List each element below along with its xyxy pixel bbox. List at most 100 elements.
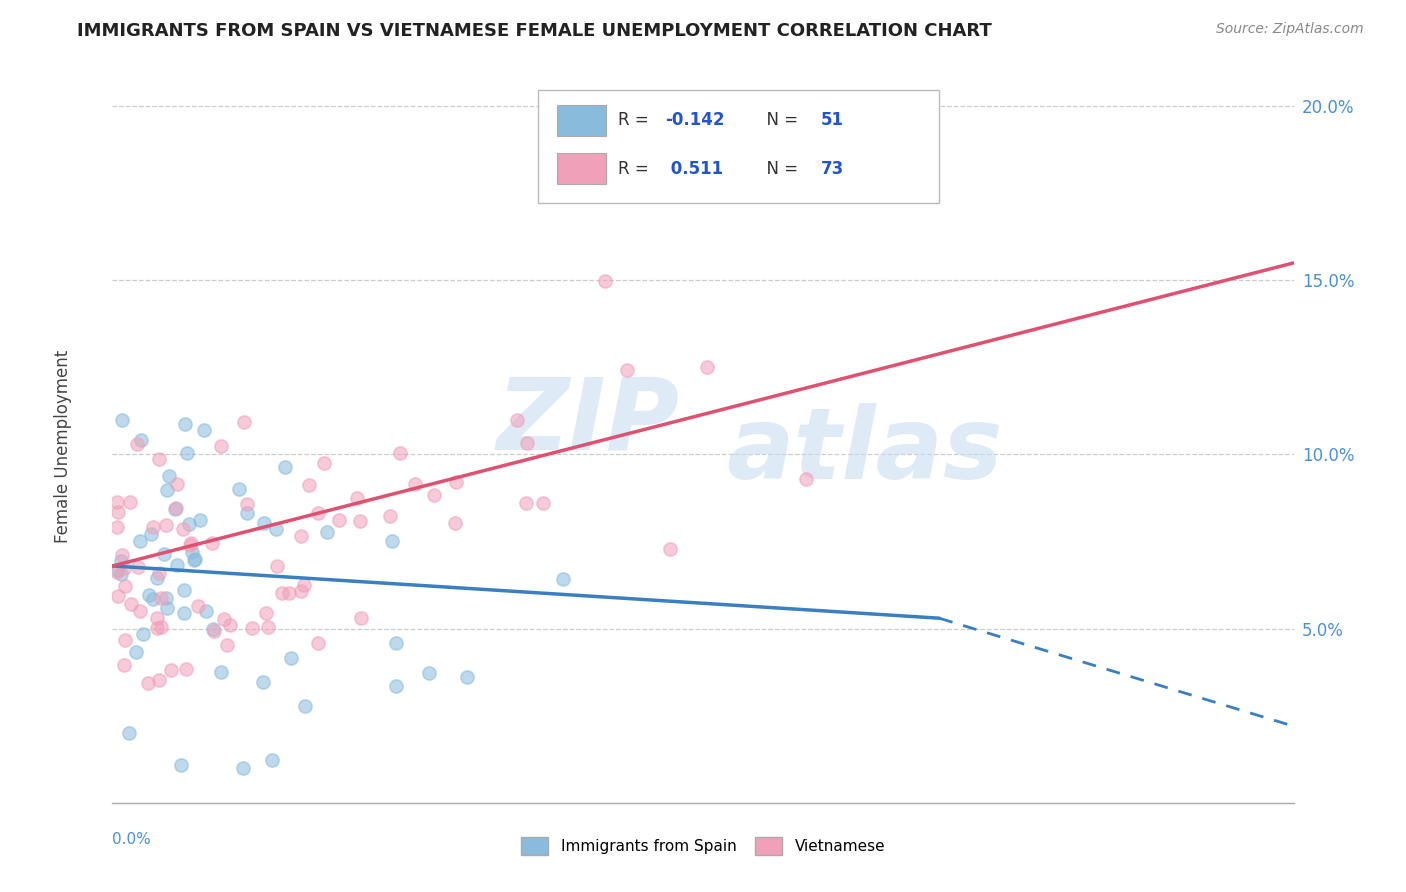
Point — [240, 621, 263, 635]
Text: Source: ZipAtlas.com: Source: ZipAtlas.com — [1216, 22, 1364, 37]
Point — [156, 483, 179, 497]
Point — [266, 522, 288, 536]
Point — [110, 567, 132, 582]
Point — [173, 583, 195, 598]
Point — [201, 622, 224, 636]
Point — [212, 612, 235, 626]
Point — [201, 535, 224, 549]
Point — [150, 620, 173, 634]
Point — [118, 726, 141, 740]
Point — [179, 538, 201, 552]
Text: N =: N = — [756, 160, 803, 178]
Point — [107, 506, 129, 520]
Point — [157, 468, 180, 483]
Point — [274, 460, 297, 475]
Point — [271, 586, 294, 600]
Point — [148, 673, 170, 688]
Point — [173, 606, 195, 620]
Point — [129, 433, 152, 447]
Point — [176, 446, 198, 460]
Point — [174, 417, 197, 431]
Point — [381, 533, 404, 548]
Point — [105, 565, 128, 579]
Point — [166, 476, 188, 491]
Text: 0.511: 0.511 — [665, 160, 723, 178]
Point — [149, 591, 172, 605]
Point — [160, 664, 183, 678]
Point — [107, 589, 129, 603]
Point — [298, 478, 321, 492]
FancyBboxPatch shape — [557, 105, 606, 136]
Point — [165, 502, 187, 516]
Point — [120, 597, 142, 611]
Point — [423, 488, 446, 502]
Text: atlas: atlas — [727, 403, 1002, 500]
Point — [125, 436, 148, 450]
Point — [139, 526, 162, 541]
Point — [232, 761, 254, 775]
Point — [114, 579, 136, 593]
Point — [388, 446, 411, 460]
Point — [505, 412, 527, 426]
Point — [105, 563, 128, 577]
Point — [112, 657, 135, 672]
Point — [307, 506, 329, 520]
Point — [404, 477, 426, 491]
Point — [172, 522, 194, 536]
Point — [166, 558, 188, 573]
Point — [188, 513, 211, 527]
Text: 73: 73 — [821, 160, 845, 178]
Point — [142, 591, 165, 606]
Point — [180, 536, 202, 550]
Point — [378, 508, 401, 523]
Point — [418, 665, 440, 680]
Point — [256, 620, 278, 634]
Point — [183, 553, 205, 567]
Point — [280, 650, 302, 665]
Point — [252, 675, 274, 690]
Point — [128, 604, 150, 618]
Point — [328, 513, 350, 527]
Point — [696, 359, 718, 374]
Point — [118, 495, 141, 509]
Point — [136, 676, 159, 690]
Text: Female Unemployment: Female Unemployment — [55, 350, 72, 542]
FancyBboxPatch shape — [557, 153, 606, 184]
Point — [155, 591, 177, 606]
Point — [515, 496, 537, 510]
Point — [294, 699, 316, 714]
Text: 0.0%: 0.0% — [112, 832, 152, 847]
Point — [350, 611, 373, 625]
Point — [254, 606, 277, 620]
Point — [219, 617, 242, 632]
Point — [174, 662, 197, 676]
Point — [193, 424, 215, 438]
Text: -0.142: -0.142 — [665, 112, 724, 129]
Point — [146, 621, 169, 635]
Point — [146, 611, 169, 625]
Point — [112, 561, 135, 575]
Point — [266, 558, 288, 573]
Point — [146, 571, 169, 585]
Point — [195, 604, 218, 618]
Text: ZIP: ZIP — [496, 374, 679, 471]
Point — [516, 436, 538, 450]
Point — [202, 624, 225, 638]
Point — [349, 514, 371, 528]
Point — [127, 560, 149, 574]
Point — [531, 496, 554, 510]
Text: R =: R = — [619, 112, 654, 129]
Point — [183, 551, 205, 566]
Point — [236, 497, 259, 511]
Point — [444, 475, 467, 489]
Point — [593, 274, 616, 288]
Point — [262, 753, 284, 767]
Point — [290, 529, 312, 543]
Point — [232, 415, 254, 429]
Point — [132, 626, 155, 640]
Point — [659, 541, 682, 556]
Point — [165, 501, 187, 516]
Point — [111, 413, 134, 427]
Point — [105, 494, 128, 508]
Point — [385, 636, 408, 650]
